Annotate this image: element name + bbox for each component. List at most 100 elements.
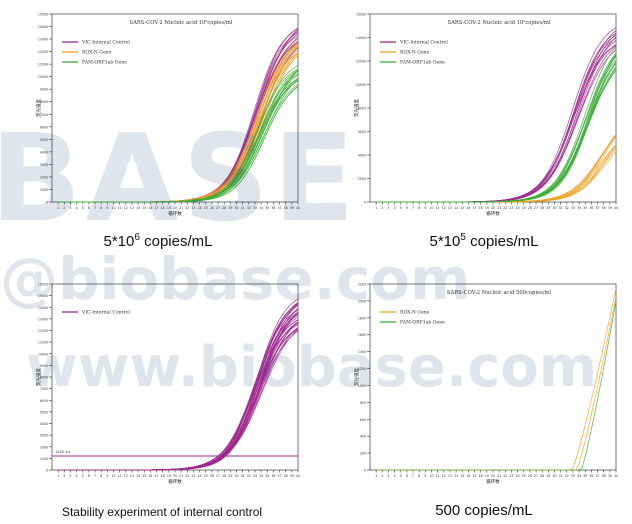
x-tick-label: 37 (596, 206, 600, 210)
threshold-label: 1200.44 (55, 450, 71, 454)
x-tick-label: 24 (516, 474, 520, 478)
x-tick-label: 18 (161, 474, 165, 478)
x-tick-label: 17 (473, 206, 477, 210)
caption-1: 5*106 copies/mL (103, 232, 213, 250)
y-tick-label: 7000 (40, 113, 48, 117)
y-tick-label: 4000 (358, 154, 366, 158)
x-tick-label: 3 (69, 206, 71, 210)
x-tick-label: 15 (142, 206, 146, 210)
x-tick-label: 36 (589, 474, 593, 478)
x-tick-label: 6 (406, 474, 408, 478)
x-tick-label: 20 (173, 474, 177, 478)
x-tick-label: 22 (185, 474, 189, 478)
x-tick-label: 10 (429, 206, 433, 210)
y-tick-label: 0 (364, 201, 366, 205)
x-tick-label: 14 (136, 474, 140, 478)
x-tick-label: 35 (583, 206, 587, 210)
y-tick-label: 3000 (40, 434, 48, 438)
y-tick-label: 12000 (356, 60, 366, 64)
x-tick-label: 9 (424, 474, 426, 478)
y-tick-label: 4000 (40, 150, 48, 154)
y-tick-label: 200 (360, 452, 366, 456)
x-tick-label: 10 (429, 474, 433, 478)
y-tick-label: 15000 (38, 294, 48, 298)
x-tick-label: 37 (278, 474, 282, 478)
x-tick-label: 37 (596, 474, 600, 478)
x-tick-label: 12 (124, 206, 128, 210)
x-tick-label: 31 (241, 474, 245, 478)
y-tick-label: 14000 (38, 25, 48, 29)
x-tick-label: 29 (228, 206, 232, 210)
x-tick-label: 19 (485, 474, 489, 478)
x-tick-label: 14 (454, 206, 458, 210)
legend-label: FAM-ORF1ab Gene (82, 60, 127, 66)
x-tick-label: 25 (522, 474, 526, 478)
x-tick-label: 8 (418, 474, 420, 478)
x-tick-label: 19 (167, 474, 171, 478)
x-tick-label: 3 (387, 206, 389, 210)
x-tick-label: 19 (167, 206, 171, 210)
x-tick-label: 4 (394, 206, 396, 210)
x-tick-label: 17 (473, 474, 477, 478)
chart-title: SARS-COV-2 Nucleic acid 500copies/ml (447, 290, 551, 296)
x-tick-label: 32 (247, 474, 251, 478)
y-axis-label: 荧光强度 (353, 99, 360, 117)
y-tick-label: 5000 (40, 138, 48, 142)
y-tick-label: 600 (360, 418, 366, 422)
x-tick-label: 28 (540, 474, 544, 478)
x-tick-label: 40 (296, 206, 300, 210)
x-tick-label: 27 (534, 206, 538, 210)
x-axis-label: 循环数 (486, 478, 500, 485)
y-tick-label: 1400 (358, 350, 366, 354)
x-tick-label: 32 (565, 206, 569, 210)
y-tick-label: 10000 (38, 352, 48, 356)
x-tick-label: 10 (111, 206, 115, 210)
x-tick-label: 34 (577, 206, 581, 210)
x-tick-label: 26 (528, 206, 532, 210)
x-tick-label: 9 (106, 474, 108, 478)
x-tick-label: 29 (228, 474, 232, 478)
y-tick-label: 0 (364, 469, 366, 473)
x-tick-label: 33 (253, 206, 257, 210)
x-tick-label: 26 (210, 474, 214, 478)
y-tick-label: 10000 (356, 83, 366, 87)
plot-area (369, 283, 617, 471)
series-fam-orf1ab-gene (58, 65, 299, 203)
x-tick-label: 21 (179, 206, 183, 210)
x-tick-label: 40 (296, 474, 300, 478)
y-tick-label: 2000 (40, 175, 48, 179)
x-tick-label: 13 (448, 206, 452, 210)
x-tick-label: 12 (124, 474, 128, 478)
x-tick-label: 24 (198, 474, 202, 478)
y-tick-label: 8000 (358, 107, 366, 111)
x-tick-label: 33 (571, 474, 575, 478)
y-tick-label: 1000 (40, 188, 48, 192)
x-tick-label: 1 (57, 206, 59, 210)
y-axis-label: 荧光强度 (353, 368, 360, 386)
x-tick-label: 11 (118, 474, 122, 478)
x-tick-label: 38 (284, 206, 288, 210)
x-tick-label: 14 (136, 206, 140, 210)
x-tick-label: 1 (375, 206, 377, 210)
x-tick-label: 31 (559, 474, 563, 478)
x-tick-label: 29 (546, 206, 550, 210)
y-tick-label: 16000 (356, 13, 366, 17)
x-tick-label: 7 (412, 206, 414, 210)
y-tick-label: 1000 (358, 384, 366, 388)
x-tick-label: 39 (290, 474, 294, 478)
x-tick-label: 2 (63, 206, 65, 210)
y-tick-label: 3000 (40, 163, 48, 167)
x-tick-label: 11 (436, 474, 440, 478)
x-tick-label: 21 (497, 474, 501, 478)
x-tick-label: 33 (571, 206, 575, 210)
x-tick-label: 13 (448, 474, 452, 478)
x-tick-label: 36 (271, 474, 275, 478)
caption-4: 500 copies/mL (435, 502, 533, 519)
x-tick-label: 19 (485, 206, 489, 210)
x-tick-label: 38 (284, 474, 288, 478)
x-tick-label: 37 (278, 206, 282, 210)
x-tick-label: 38 (602, 206, 606, 210)
series-fam-orf1ab-gene (376, 300, 617, 471)
x-tick-label: 15 (142, 474, 146, 478)
x-tick-label: 7 (94, 474, 96, 478)
